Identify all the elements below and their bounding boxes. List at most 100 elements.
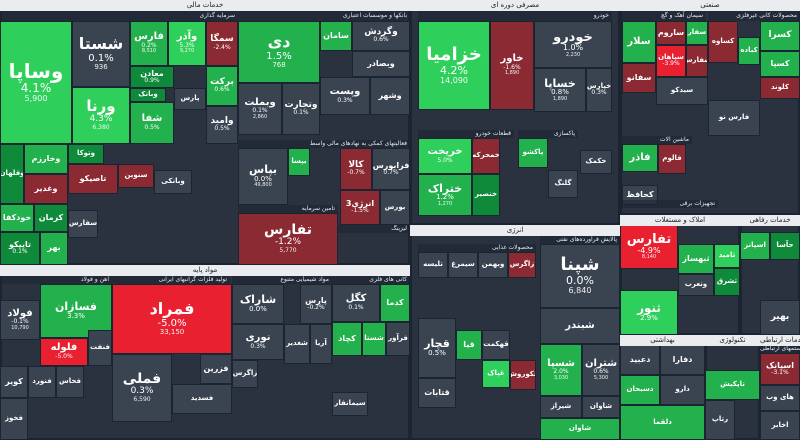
stock-tile[interactable]: شستا 0.1% 936 xyxy=(72,21,130,87)
stock-tile[interactable]: فولاد -0.1% 10,790 xyxy=(0,300,40,340)
stock-tile[interactable]: وبملت 0.1% 2,860 xyxy=(238,83,282,135)
stock-tile[interactable]: ثامید xyxy=(714,244,740,268)
stock-tile[interactable]: فرابورس 0.7% xyxy=(372,148,410,190)
stock-tile[interactable]: دارو xyxy=(660,375,705,405)
stock-tile[interactable]: وبهمن xyxy=(478,252,508,278)
stock-tile[interactable]: برکت 0.6% xyxy=(206,66,238,106)
stock-tile[interactable]: بپاس 0.0% 49,800 xyxy=(238,148,288,205)
stock-tile[interactable]: فنورد xyxy=(28,366,56,398)
stock-tile[interactable]: تلیسه xyxy=(418,252,448,278)
stock-tile[interactable]: وتعرب xyxy=(678,274,714,296)
stock-tile[interactable]: سلار xyxy=(622,21,656,63)
stock-tile[interactable]: سفار xyxy=(686,21,708,45)
stock-tile[interactable]: وغدیر xyxy=(24,174,68,204)
stock-tile[interactable]: پاکشو xyxy=(518,138,548,168)
stock-tile[interactable]: شاوان xyxy=(582,396,620,418)
stock-tile[interactable]: خمحرکه xyxy=(472,138,500,174)
stock-tile[interactable]: فرآور xyxy=(386,322,410,356)
stock-tile[interactable]: دعبید xyxy=(620,345,660,375)
stock-tile[interactable]: رتاپ xyxy=(705,400,735,440)
stock-tile[interactable]: گلنگ xyxy=(548,170,578,198)
stock-tile[interactable]: شپنا 0.0% 6,840 xyxy=(540,244,620,308)
stock-tile[interactable]: فسازان 3.3% xyxy=(40,284,112,338)
stock-tile[interactable]: وبصادر xyxy=(352,51,410,77)
stock-tile[interactable]: کسپا xyxy=(760,51,800,77)
stock-tile[interactable]: خساپا 0.8% 1,890 xyxy=(534,68,586,112)
stock-tile[interactable]: کسرا xyxy=(760,21,800,51)
stock-tile[interactable]: خپارس 0.3% xyxy=(586,68,612,112)
stock-tile[interactable]: کدما xyxy=(380,284,410,322)
stock-tile[interactable]: انرژی3 -1.5% xyxy=(340,190,380,225)
stock-tile[interactable]: زاگرس xyxy=(232,360,258,388)
stock-tile[interactable]: خودکفا xyxy=(0,204,34,232)
stock-tile[interactable]: وساپا 4.1% 5,900 xyxy=(0,21,72,144)
stock-tile[interactable]: تفارس -4.9% 8,140 xyxy=(620,225,678,269)
stock-tile[interactable]: فارس 0.2% 8,510 xyxy=(130,21,168,66)
stock-tile[interactable]: شفا 0.5% xyxy=(130,102,174,144)
stock-tile[interactable]: سیمرغ xyxy=(448,252,478,278)
stock-tile[interactable]: نوری 0.3% xyxy=(232,324,284,360)
stock-tile[interactable]: کگل 0.1% xyxy=(332,284,380,322)
stock-tile[interactable]: وامید 0.5% xyxy=(206,106,238,144)
stock-tile[interactable]: دسبحان xyxy=(620,375,660,405)
stock-tile[interactable]: غپاک xyxy=(482,360,510,388)
stock-tile[interactable]: فزرین xyxy=(200,354,232,384)
stock-tile[interactable]: سفانو xyxy=(622,63,656,93)
stock-tile[interactable]: ورنا 4.3% 6,380 xyxy=(72,87,130,144)
stock-tile[interactable]: سمگا -2.4% xyxy=(206,21,238,66)
stock-tile[interactable]: سپاهان -3.9% xyxy=(656,45,686,77)
stock-tile[interactable]: ساروم xyxy=(656,21,686,45)
stock-tile[interactable]: کویر xyxy=(0,366,28,398)
stock-tile[interactable]: تاصیکو xyxy=(68,164,118,194)
stock-tile[interactable]: سنوین xyxy=(118,164,154,188)
stock-tile[interactable]: شغدیر xyxy=(284,324,310,364)
stock-tile[interactable]: غکوروش xyxy=(510,360,536,390)
stock-tile[interactable]: وتوکا xyxy=(68,144,104,164)
stock-tile[interactable]: دلقما xyxy=(620,405,705,440)
stock-tile[interactable]: بهر xyxy=(40,232,68,265)
stock-tile[interactable]: خودرو 1.0% 2,230 xyxy=(534,21,612,68)
stock-tile[interactable]: وشهر xyxy=(370,77,410,115)
stock-tile[interactable]: بورس xyxy=(380,190,410,225)
stock-tile[interactable]: فالوم xyxy=(658,144,686,174)
stock-tile[interactable]: وتجارت 0.1% xyxy=(282,83,320,135)
stock-tile[interactable]: پارس -0.2% xyxy=(300,284,332,324)
stock-tile[interactable]: ثشرق xyxy=(714,268,740,296)
stock-tile[interactable]: وبانکی xyxy=(154,170,192,194)
stock-tile[interactable]: فخوز xyxy=(0,398,28,440)
stock-tile[interactable]: ثبهساز xyxy=(678,244,714,274)
stock-tile[interactable]: تفارس -1.2% 5,770 xyxy=(238,213,338,265)
stock-tile[interactable]: قهکمت xyxy=(482,330,510,360)
stock-tile[interactable]: دی 1.5% 768 xyxy=(238,21,320,83)
stock-tile[interactable]: شتران 0.6% 5,300 xyxy=(582,344,620,396)
stock-tile[interactable]: کچاد xyxy=(332,322,362,356)
stock-tile[interactable]: فنفت xyxy=(88,330,112,366)
stock-tile[interactable]: سفارس xyxy=(686,45,708,77)
stock-tile[interactable]: ثنور 2.9% xyxy=(620,290,678,335)
stock-tile[interactable]: سیدکو xyxy=(656,77,708,105)
stock-tile[interactable]: فلوله -5.0% xyxy=(40,338,88,366)
stock-tile[interactable]: تاپیکو 0.1% xyxy=(0,232,40,265)
stock-tile[interactable]: شیراز xyxy=(540,396,582,418)
stock-tile[interactable]: خکمک xyxy=(580,150,612,174)
stock-tile[interactable]: بپسا xyxy=(288,148,310,176)
stock-tile[interactable]: دفارا xyxy=(660,345,705,375)
stock-tile[interactable]: بهیر xyxy=(760,300,800,335)
stock-tile[interactable]: اسپانک -3.1% xyxy=(760,353,800,385)
stock-tile[interactable]: شسپا 2.0% 3,030 xyxy=(540,344,582,396)
stock-tile[interactable]: سیمانفار xyxy=(332,392,368,416)
stock-tile[interactable]: شبندر xyxy=(540,308,620,344)
stock-tile[interactable]: وپست 0.3% xyxy=(320,77,370,115)
stock-tile[interactable]: کرمان xyxy=(34,204,68,232)
stock-tile[interactable]: حآسا xyxy=(770,232,800,260)
stock-tile[interactable]: کالا -0.7% xyxy=(340,148,372,190)
stock-tile[interactable]: سفارس xyxy=(68,210,98,238)
stock-tile[interactable]: اسپانز xyxy=(740,232,770,260)
stock-tile[interactable]: خزامیا 4.2% 14,090 xyxy=(418,21,490,110)
stock-tile[interactable]: فسدید xyxy=(172,384,232,414)
stock-tile[interactable]: شستا xyxy=(362,322,386,356)
stock-tile[interactable]: پارس xyxy=(174,88,206,110)
stock-tile[interactable]: کلوند xyxy=(760,77,800,99)
stock-tile[interactable]: قیا xyxy=(456,330,482,360)
stock-tile[interactable]: آریا xyxy=(310,324,332,364)
